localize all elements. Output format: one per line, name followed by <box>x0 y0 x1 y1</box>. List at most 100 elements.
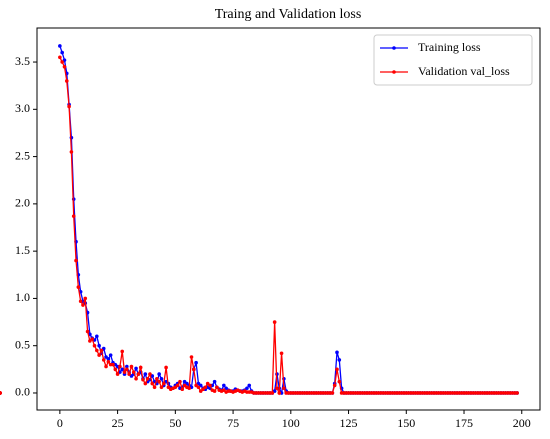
point <box>106 359 111 364</box>
x-tick-label: 50 <box>169 416 181 430</box>
point <box>335 350 339 355</box>
point <box>99 348 104 353</box>
x-tick-label: 200 <box>513 416 531 430</box>
chart-title: Traing and Validation loss <box>215 7 362 22</box>
point <box>127 372 131 376</box>
x-tick-label: 75 <box>227 416 239 430</box>
point <box>0 391 2 395</box>
y-tick-label: 2.5 <box>15 148 30 162</box>
point <box>155 376 159 381</box>
series-line <box>59 57 518 396</box>
point <box>69 150 74 154</box>
y-tick-label: 3.0 <box>15 101 30 115</box>
point <box>111 362 115 367</box>
y-tick-label: 0.0 <box>15 385 30 399</box>
point <box>64 79 69 83</box>
point <box>78 299 83 304</box>
plot-frame <box>36 27 541 411</box>
x-tick-label: 25 <box>112 416 124 430</box>
y-tick-label: 1.5 <box>15 243 30 257</box>
point <box>138 365 143 370</box>
point <box>335 367 339 372</box>
x-tick-label: 125 <box>340 416 358 430</box>
point <box>83 296 88 301</box>
y-tick-label: 0.5 <box>15 337 30 351</box>
point <box>212 389 217 393</box>
point <box>58 55 62 60</box>
y-tick-label: 1.0 <box>15 290 30 304</box>
legend-box <box>373 34 533 86</box>
point <box>134 376 138 381</box>
point <box>277 391 282 395</box>
point <box>104 364 108 369</box>
point <box>196 385 201 390</box>
point <box>148 372 152 376</box>
point <box>515 391 519 395</box>
point <box>97 353 101 357</box>
legend-label: Validation val_loss <box>418 64 510 78</box>
point <box>108 353 113 357</box>
point <box>106 357 111 361</box>
point <box>60 60 64 64</box>
point <box>113 367 118 372</box>
point <box>203 385 208 390</box>
point <box>332 383 337 388</box>
point <box>187 386 191 391</box>
point <box>122 370 127 374</box>
point <box>212 379 217 384</box>
point <box>118 364 122 369</box>
point <box>141 377 145 382</box>
point <box>279 351 284 356</box>
point <box>85 329 90 334</box>
point <box>208 383 212 388</box>
point <box>101 358 106 362</box>
point <box>157 372 161 376</box>
point <box>90 337 94 341</box>
point <box>92 343 97 348</box>
point <box>157 379 161 384</box>
point <box>58 44 62 48</box>
point <box>330 391 335 395</box>
point <box>129 364 134 369</box>
point <box>67 104 71 109</box>
point <box>272 320 277 324</box>
point <box>337 358 342 362</box>
x-tick-label: 150 <box>397 416 415 430</box>
point <box>134 366 138 371</box>
legend-marker <box>392 46 396 50</box>
point <box>164 365 168 370</box>
point <box>245 386 249 391</box>
point <box>76 285 81 289</box>
point <box>178 379 182 384</box>
point <box>275 386 279 391</box>
point <box>95 348 99 353</box>
x-tick-label: 100 <box>282 416 300 430</box>
point <box>131 370 136 374</box>
series-line <box>59 45 518 396</box>
point <box>143 381 148 386</box>
point <box>222 383 226 388</box>
point <box>215 385 219 390</box>
point <box>337 379 342 384</box>
point <box>247 383 252 388</box>
point <box>161 381 166 386</box>
legend-marker <box>392 70 396 74</box>
point <box>115 372 120 376</box>
point <box>282 386 286 391</box>
point <box>60 50 64 55</box>
point <box>159 376 164 381</box>
point <box>192 367 196 372</box>
point <box>97 343 101 348</box>
point <box>145 376 150 381</box>
point <box>62 64 67 69</box>
point <box>136 372 141 376</box>
x-tick-label: 0 <box>57 416 63 430</box>
point <box>125 364 129 369</box>
point <box>152 385 157 390</box>
point <box>120 367 125 372</box>
point <box>143 372 148 376</box>
point <box>180 387 185 391</box>
point <box>175 383 180 388</box>
point <box>159 385 164 390</box>
